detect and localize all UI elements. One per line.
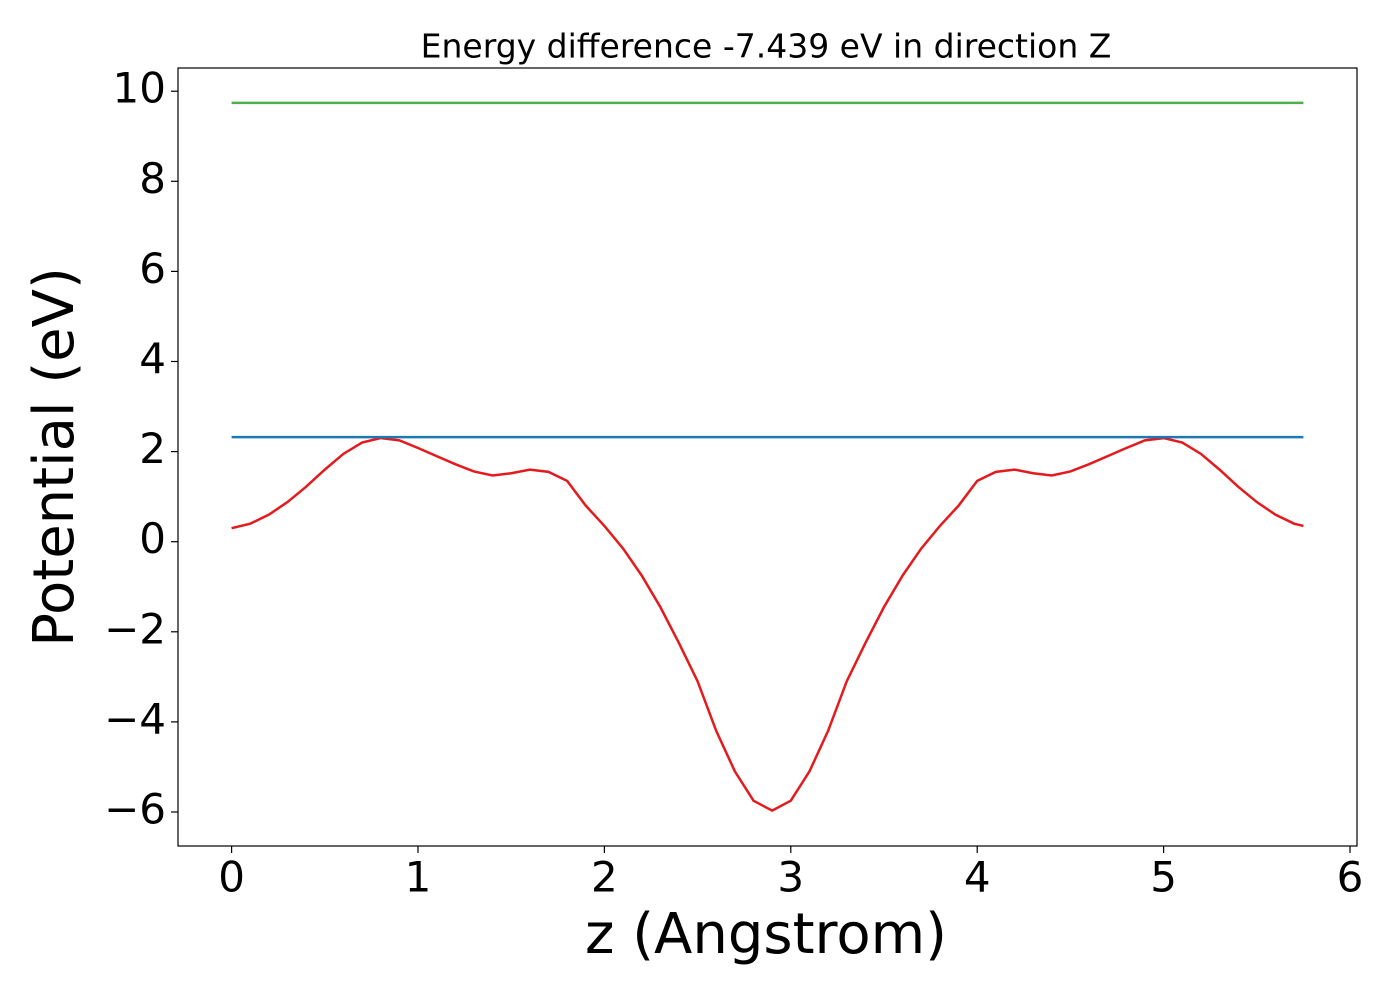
y-tick-label: −2 <box>104 604 166 653</box>
series-line <box>231 436 1304 813</box>
x-tick-label: 0 <box>218 853 245 902</box>
x-tick-label: 4 <box>964 853 991 902</box>
y-tick-label: 2 <box>139 424 166 473</box>
x-tick-label: 1 <box>405 853 432 902</box>
y-axis-label: Potential (eV) <box>22 267 87 647</box>
x-tick-label: 6 <box>1337 853 1364 902</box>
y-tick-label: 4 <box>139 334 166 383</box>
x-tick-label: 3 <box>777 853 804 902</box>
y-tick-label: 6 <box>139 244 166 293</box>
y-tick-label: 0 <box>139 514 166 563</box>
x-tick-label: 2 <box>591 853 618 902</box>
y-tick-label: −4 <box>104 694 166 743</box>
y-tick-label: −6 <box>104 784 166 833</box>
chart-title: Energy difference -7.439 eV in direction… <box>421 27 1112 66</box>
x-axis-label: z (Angstrom) <box>585 902 947 967</box>
x-tick-label: 5 <box>1150 853 1177 902</box>
y-tick-label: 8 <box>139 154 166 203</box>
y-tick-label: 10 <box>113 64 166 113</box>
plot-frame <box>177 67 1358 847</box>
